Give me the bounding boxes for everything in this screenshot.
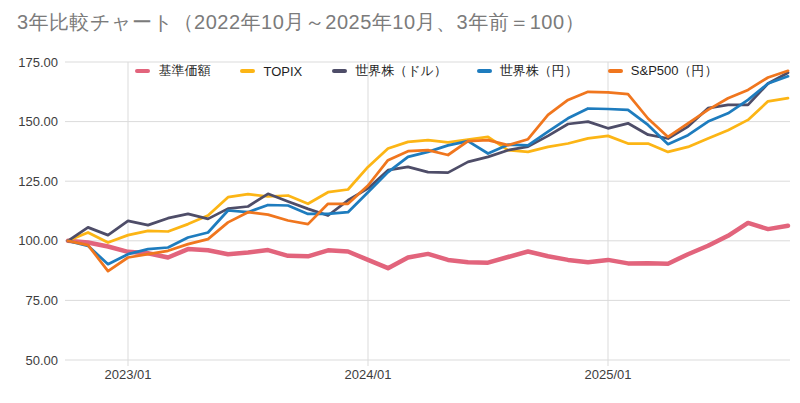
legend-swatch-icon [135, 69, 150, 73]
legend-item-topix: TOPIX [240, 64, 302, 79]
legend-label: 基準価額 [158, 62, 210, 80]
x-axis-tick-label: 2023/01 [105, 367, 152, 382]
legend-swatch-icon [477, 69, 492, 73]
y-axis-tick-label: 75.00 [25, 293, 58, 308]
legend-swatch-icon [240, 69, 255, 73]
y-axis-tick-label: 125.00 [18, 174, 58, 189]
y-axis-tick-label: 50.00 [25, 353, 58, 368]
legend-item-sp500-jpy: S&P500（円） [608, 62, 718, 80]
y-axis-tick-label: 175.00 [18, 55, 58, 70]
y-axis-tick-label: 150.00 [18, 114, 58, 129]
legend-item-world-usd: 世界株（ドル） [332, 62, 447, 80]
x-axis-tick-label: 2025/01 [585, 367, 632, 382]
series-line-3 [68, 76, 788, 264]
legend-label: 世界株（ドル） [355, 62, 447, 80]
y-axis-tick-label: 100.00 [18, 233, 58, 248]
chart-legend: 基準価額 TOPIX 世界株（ドル） 世界株（円） S&P500（円） [65, 60, 788, 82]
legend-swatch-icon [608, 69, 623, 73]
series-line-1 [68, 98, 788, 242]
legend-item-kijunkagaku: 基準価額 [135, 62, 210, 80]
legend-label: 世界株（円） [500, 62, 578, 80]
legend-label: TOPIX [263, 64, 302, 79]
series-line-2 [68, 73, 788, 241]
legend-swatch-icon [332, 69, 347, 73]
x-axis-tick-label: 2024/01 [345, 367, 392, 382]
legend-label: S&P500（円） [631, 62, 718, 80]
legend-item-world-jpy: 世界株（円） [477, 62, 578, 80]
